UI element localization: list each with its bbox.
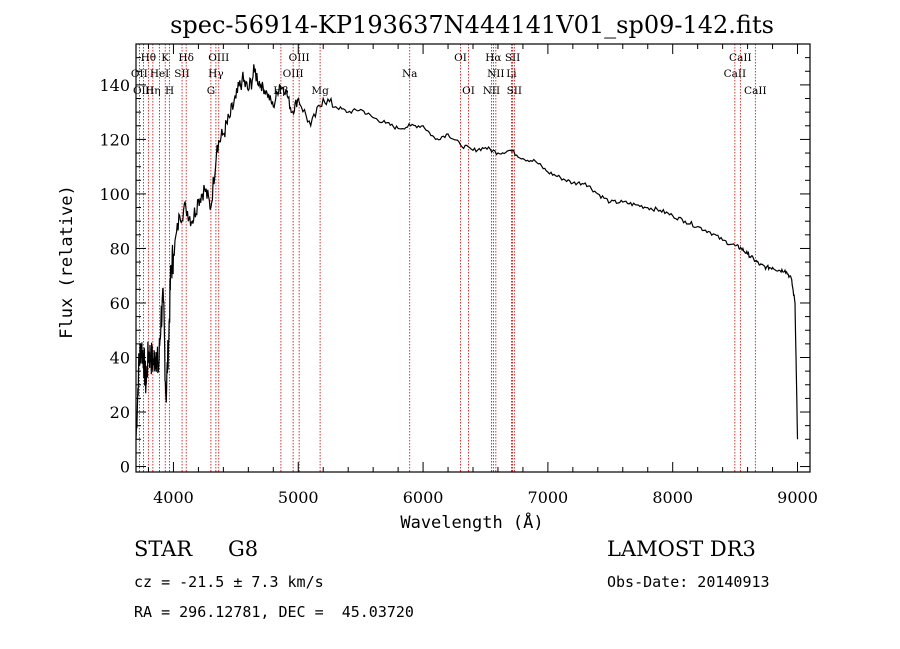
y-tick-label: 140 [99, 76, 130, 95]
axis-ticks: 4000 5000 6000 7000 8000 9000 0 20 40 60 80 100 120 1… [99, 44, 818, 507]
x-tick-label: 9000 [777, 488, 818, 507]
object-subclass: G8 [228, 537, 259, 561]
line-label-li: Li [506, 68, 517, 80]
line-label-caii: CaII [729, 52, 752, 64]
coordinates: RA = 296.12781, DEC = 45.03720 [134, 603, 414, 621]
line-label-k: K [161, 52, 169, 64]
object-class: STAR [134, 537, 193, 561]
x-axis-label: Wavelength (Å) [400, 511, 543, 533]
line-label-hei: HeI [150, 68, 170, 80]
line-label-h: H [165, 85, 174, 97]
observation-date: Obs-Date: 20140913 [607, 573, 770, 591]
line-label-mg: Mg [311, 85, 329, 97]
line-label-hθ: Hθ [141, 52, 156, 64]
line-label-oiii: OIII [283, 68, 304, 80]
line-label-nii: NII [483, 85, 500, 97]
emission-line-markers [138, 44, 756, 472]
line-label-hα: Hα [485, 52, 501, 64]
x-tick-label: 4000 [153, 488, 194, 507]
line-label-g: G [207, 85, 215, 97]
line-label-oi: OI [462, 85, 475, 97]
line-label-hγ: Hγ [208, 68, 223, 80]
x-tick-label: 7000 [528, 488, 569, 507]
x-tick-label: 8000 [652, 488, 693, 507]
line-label-sii: SII [505, 52, 521, 64]
line-label-hδ: Hδ [178, 52, 193, 64]
flux-series-line [135, 64, 799, 440]
y-tick-label: 0 [120, 458, 130, 477]
y-axis-label: Flux (relative) [57, 185, 77, 339]
line-label-caii: CaII [744, 85, 767, 97]
line-label-caii: CaII [724, 68, 747, 80]
y-tick-label: 80 [110, 239, 130, 258]
line-label-sii: SII [507, 85, 523, 97]
line-label-oi: OI [454, 52, 467, 64]
line-label-oiii: OIII [133, 85, 154, 97]
y-tick-label: 20 [110, 403, 130, 422]
y-tick-label: 60 [110, 294, 130, 313]
line-label-nii: NII [487, 68, 504, 80]
y-tick-label: 100 [99, 185, 130, 204]
line-label-oii: OII [131, 68, 148, 80]
y-tick-label: 120 [99, 130, 130, 149]
plot-frame [135, 43, 811, 473]
line-label-hη: Hη [145, 85, 160, 97]
x-tick-label: 5000 [278, 488, 319, 507]
line-label-oiii: OIII [289, 52, 310, 64]
y-tick-label: 40 [110, 349, 130, 368]
emission-line-labels: Hθ K Hδ OIII OIII OI Hα SII CaII OII HeI SII Hγ OIII N… [131, 52, 767, 97]
x-tick-label: 6000 [403, 488, 444, 507]
survey-name: LAMOST DR3 [607, 537, 756, 561]
chart-title: spec-56914-KP193637N444141V01_sp09-142.f… [170, 11, 774, 39]
line-label-na: Na [402, 68, 417, 80]
line-label-oiii: OIII [208, 52, 229, 64]
redshift-cz: cz = -21.5 ± 7.3 km/s [134, 573, 324, 591]
line-label-sii: SII [174, 68, 190, 80]
